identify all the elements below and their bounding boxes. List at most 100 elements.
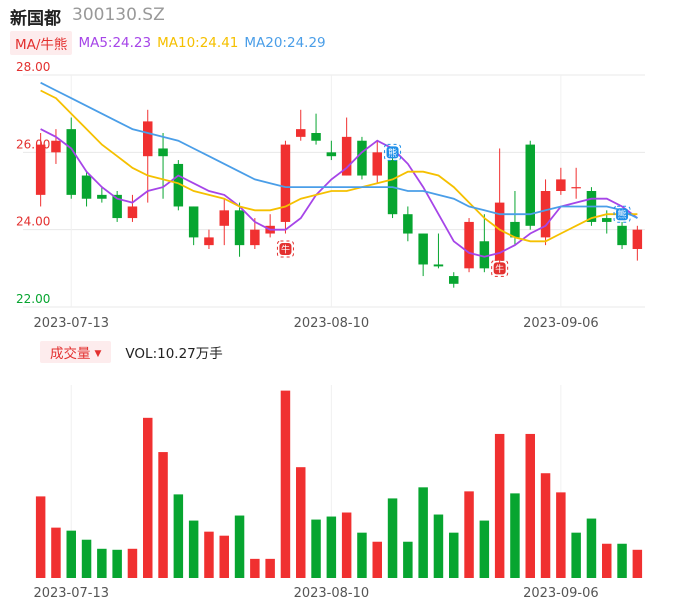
candle[interactable] bbox=[556, 167, 566, 195]
volume-bar[interactable] bbox=[403, 541, 413, 578]
bear-marker-icon[interactable]: 熊 bbox=[613, 205, 631, 223]
volume-bar[interactable] bbox=[540, 473, 551, 578]
candle[interactable] bbox=[341, 117, 352, 176]
candle-body bbox=[341, 136, 352, 176]
volume-bar[interactable] bbox=[586, 518, 597, 578]
candle[interactable] bbox=[632, 225, 643, 261]
volume-bar[interactable] bbox=[617, 543, 627, 578]
volume-bar[interactable] bbox=[219, 535, 229, 578]
candle[interactable] bbox=[510, 191, 520, 246]
caret-down-icon: ▼ bbox=[94, 349, 102, 359]
volume-bar[interactable] bbox=[494, 433, 505, 578]
volume-bar[interactable] bbox=[81, 539, 92, 578]
volume-bar[interactable] bbox=[479, 520, 490, 578]
volume-bar[interactable] bbox=[387, 498, 398, 578]
candle[interactable] bbox=[617, 221, 627, 249]
volume-bar[interactable] bbox=[357, 532, 367, 578]
candle-body bbox=[433, 264, 444, 267]
candle[interactable] bbox=[204, 229, 214, 249]
candle[interactable] bbox=[51, 129, 61, 164]
ma20-label: MA20:24.29 bbox=[244, 35, 326, 51]
volume-bar[interactable] bbox=[204, 531, 214, 578]
volume-bar[interactable] bbox=[143, 417, 153, 578]
candle-body bbox=[35, 144, 46, 195]
candle[interactable] bbox=[449, 272, 459, 288]
candle[interactable] bbox=[418, 233, 428, 277]
volume-bar[interactable] bbox=[234, 515, 245, 578]
volume-bar[interactable] bbox=[97, 548, 107, 578]
volume-bar[interactable] bbox=[51, 527, 61, 578]
volume-bar[interactable] bbox=[510, 493, 520, 578]
volume-bar[interactable] bbox=[296, 467, 306, 578]
candle[interactable] bbox=[188, 206, 199, 246]
bull-marker-icon[interactable]: 牛 bbox=[491, 259, 509, 277]
candle[interactable] bbox=[81, 171, 92, 207]
candle[interactable] bbox=[433, 233, 444, 269]
candle[interactable] bbox=[234, 202, 245, 257]
volume-bar[interactable] bbox=[66, 530, 76, 578]
volume-bar[interactable] bbox=[556, 492, 566, 578]
candle[interactable] bbox=[494, 148, 505, 265]
volume-bar[interactable] bbox=[418, 487, 428, 578]
marker-badge bbox=[386, 146, 399, 159]
candle[interactable] bbox=[403, 206, 413, 242]
volume-bar[interactable] bbox=[173, 494, 184, 578]
volume-bar[interactable] bbox=[112, 549, 122, 578]
candle-body bbox=[326, 152, 337, 157]
candle[interactable] bbox=[296, 109, 306, 141]
volume-bar[interactable] bbox=[525, 433, 535, 578]
volume-bar[interactable] bbox=[127, 548, 138, 578]
candle[interactable] bbox=[127, 194, 138, 222]
volume-bar[interactable] bbox=[35, 496, 46, 578]
ma-toggle-button[interactable]: MA/牛熊 bbox=[10, 31, 73, 55]
candle[interactable] bbox=[250, 218, 260, 249]
volume-bar[interactable] bbox=[158, 452, 168, 578]
candle[interactable] bbox=[112, 191, 122, 222]
candle[interactable] bbox=[219, 198, 229, 246]
candle-body bbox=[617, 225, 627, 246]
volume-bar[interactable] bbox=[449, 532, 459, 578]
candle[interactable] bbox=[143, 109, 153, 203]
candle-body bbox=[250, 229, 260, 246]
bear-marker-icon[interactable]: 熊 bbox=[384, 143, 402, 161]
volume-bar[interactable] bbox=[311, 519, 321, 578]
candle[interactable] bbox=[326, 140, 337, 161]
volume-bar[interactable] bbox=[632, 549, 643, 578]
candle-body bbox=[418, 233, 428, 265]
candle[interactable] bbox=[372, 140, 382, 184]
price-ytick-label: 28.00 bbox=[16, 60, 50, 74]
candle[interactable] bbox=[525, 140, 535, 230]
candle-body bbox=[234, 210, 245, 246]
ma-line-ma20 bbox=[40, 81, 638, 219]
candle-body bbox=[158, 148, 168, 157]
volume-bar[interactable] bbox=[372, 541, 382, 578]
candle[interactable] bbox=[66, 117, 76, 199]
candle[interactable] bbox=[540, 179, 551, 246]
candle[interactable] bbox=[311, 113, 321, 145]
candle[interactable] bbox=[265, 214, 275, 238]
candle[interactable] bbox=[464, 218, 474, 273]
volume-bar[interactable] bbox=[250, 558, 260, 578]
volume-bar[interactable] bbox=[464, 491, 474, 578]
candle[interactable] bbox=[479, 214, 490, 273]
bull-marker-icon[interactable]: 牛 bbox=[276, 240, 294, 258]
volume-bar[interactable] bbox=[341, 512, 352, 578]
candle[interactable] bbox=[357, 136, 367, 180]
volume-bar[interactable] bbox=[265, 558, 275, 578]
candle-body bbox=[97, 194, 107, 199]
marker-frame bbox=[384, 143, 402, 161]
volume-bar[interactable] bbox=[602, 543, 612, 578]
volume-bar[interactable] bbox=[188, 520, 199, 578]
candle[interactable] bbox=[387, 152, 398, 219]
candle[interactable] bbox=[173, 160, 184, 211]
volume-bar[interactable] bbox=[571, 532, 581, 578]
volume-bar[interactable] bbox=[280, 390, 291, 578]
candle[interactable] bbox=[97, 187, 107, 203]
candle[interactable] bbox=[571, 167, 581, 199]
volume-bar[interactable] bbox=[433, 514, 444, 578]
volume-bar[interactable] bbox=[326, 516, 337, 578]
volume-indicator-button[interactable]: 成交量 ▼ bbox=[40, 341, 112, 363]
candle[interactable] bbox=[35, 133, 46, 207]
